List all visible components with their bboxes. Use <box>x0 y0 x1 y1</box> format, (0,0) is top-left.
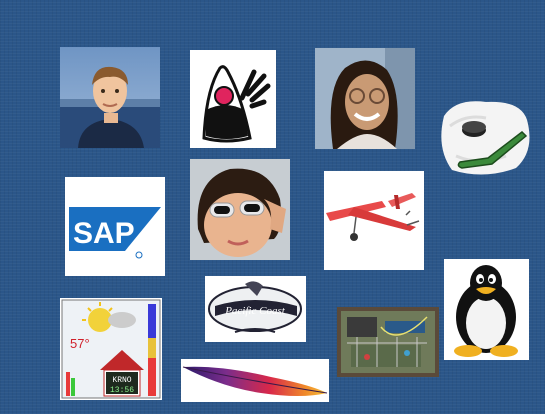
sap-logo-text: SAP <box>73 217 135 250</box>
weather-station-tile[interactable]: 57° KRNO 13:56 <box>60 298 162 400</box>
circuit-board-photo[interactable] <box>337 307 439 377</box>
sap-logo-tile[interactable]: SAP <box>65 177 165 276</box>
weather-display-icon: 57° KRNO 13:56 <box>60 298 162 400</box>
man-portrait-image <box>60 47 160 148</box>
pacific-coast-tile[interactable]: Pacific Coast <box>205 276 306 342</box>
krno-label: KRNO <box>112 376 131 385</box>
man-portrait-photo[interactable] <box>60 47 160 148</box>
red-airplane-tile[interactable] <box>324 171 424 270</box>
hockey-puck-stick-tile[interactable] <box>436 96 533 178</box>
pacific-coast-text: Pacific Coast <box>224 305 286 317</box>
pacific-coast-logo-icon: Pacific Coast <box>205 276 306 342</box>
circuit-board-image <box>337 307 439 377</box>
krno-time-label: 13:56 <box>110 386 134 395</box>
child-portrait-image <box>190 159 290 260</box>
woman-portrait-image <box>315 48 415 149</box>
hockey-icon <box>441 101 530 175</box>
apache-feather-icon <box>181 359 329 402</box>
temperature-label: 57° <box>70 336 90 351</box>
woman-with-glasses-photo[interactable] <box>315 48 415 149</box>
duke-mascot-icon <box>190 50 276 148</box>
java-duke-mascot-tile[interactable] <box>190 50 276 148</box>
child-sunglasses-photo[interactable] <box>190 159 290 260</box>
tux-penguin-icon <box>444 259 529 360</box>
sap-logo-icon: SAP <box>65 177 165 276</box>
apache-feather-tile[interactable] <box>181 359 329 402</box>
linux-tux-tile[interactable] <box>444 259 529 360</box>
airplane-icon <box>324 171 424 270</box>
